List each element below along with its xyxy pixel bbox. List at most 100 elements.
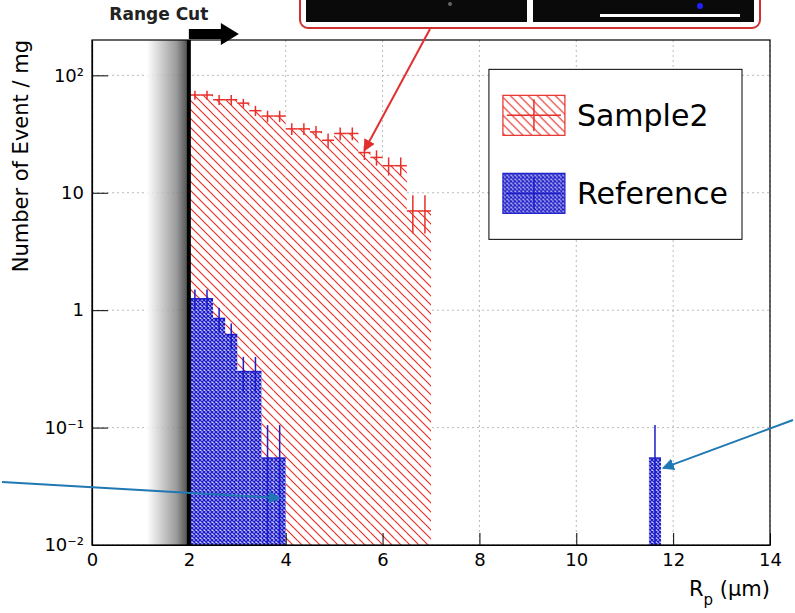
histogram-bar [213, 318, 225, 545]
histogram-bar [298, 129, 310, 545]
legend-box [489, 69, 742, 239]
pointer-arrow [663, 420, 793, 468]
legend-swatch [503, 95, 565, 135]
x-axis: 02468101214 [87, 533, 782, 570]
plot-background [92, 40, 770, 545]
error-bar [218, 308, 220, 332]
y-tick-label: 10 [61, 182, 84, 203]
histogram-bar [383, 166, 395, 545]
histogram-bar [225, 335, 237, 545]
error-bar [303, 123, 305, 135]
error-bar [230, 324, 232, 349]
error-bar [267, 425, 269, 545]
x-tick-label: 0 [87, 549, 98, 570]
histogram-bar [213, 100, 225, 545]
grid-line-x [479, 40, 480, 545]
error-bar [291, 123, 293, 135]
error-bar [243, 357, 245, 392]
y-tick-label: 1 [73, 299, 84, 320]
y-tick-label: 10⁻¹ [44, 417, 84, 438]
error-bar [315, 126, 317, 138]
x-tick: 6 [377, 533, 388, 570]
grid [92, 40, 770, 545]
legend-label: Sample2 [577, 98, 709, 133]
inset-image [306, 0, 527, 22]
legend-label: Reference [577, 176, 728, 211]
x-tick-label: 2 [184, 549, 195, 570]
chart-container: 0 2 4 6 8 10 12 14 10⁻² 10⁻¹ 1 10 10² Number of Event… [0, 0, 795, 613]
error-bar [424, 195, 426, 233]
x-tick-mark [286, 533, 287, 545]
x-tick-mark [770, 533, 771, 545]
inset-image [533, 0, 754, 22]
plot-frame [92, 40, 770, 545]
legend-entry: Sample2 [503, 95, 709, 135]
inset-dot [697, 3, 703, 9]
legend-swatch-error [507, 115, 561, 117]
histogram-bar [310, 132, 322, 545]
histogram-bar [201, 95, 213, 545]
x-tick-mark [189, 533, 190, 545]
error-bar [230, 95, 232, 105]
x-tick-label: 8 [474, 549, 485, 570]
y-axis: 10⁻² 10⁻¹ 1 10 10² [44, 41, 108, 556]
x-tick-label: 12 [662, 549, 685, 570]
error-bar [279, 425, 281, 545]
histogram-bar [370, 157, 382, 545]
y-tick-mark [92, 310, 108, 311]
histogram-bar [249, 111, 261, 545]
y-tick-mark [92, 428, 108, 429]
x-axis-title: Rp (μm) [689, 577, 770, 609]
histogram-bar [395, 166, 407, 545]
x-tick-label: 14 [759, 549, 782, 570]
x-tick: 2 [184, 533, 195, 570]
histogram-bar [407, 211, 419, 545]
inset-scale-bar [600, 14, 740, 17]
error-bar [376, 150, 378, 165]
x-tick: 8 [474, 533, 485, 570]
y-tick-mark [92, 75, 108, 76]
histogram-bar [358, 153, 370, 545]
pointer-arrow [364, 29, 430, 151]
x-tick-mark [479, 533, 480, 545]
y-tick-label: 10² [54, 65, 84, 86]
y-tick: 10² [54, 65, 108, 86]
inset-dot [448, 2, 452, 6]
series-1 [189, 289, 661, 545]
y-tick: 10⁻² [44, 534, 108, 555]
error-bar [243, 99, 245, 108]
error-bar [218, 95, 220, 105]
error-bar [206, 289, 208, 310]
error-bar [255, 357, 257, 392]
histogram-bar [225, 100, 237, 545]
histogram-bar [334, 133, 346, 545]
error-bar [654, 425, 656, 545]
inset-box [300, 0, 760, 28]
error-bar [267, 111, 269, 122]
y-tick: 10 [61, 182, 108, 203]
error-bar [412, 195, 414, 233]
y-tick-mark [92, 545, 108, 546]
error-bar [400, 157, 402, 175]
x-tick: 4 [280, 533, 291, 570]
x-tick-label: 6 [377, 549, 388, 570]
range-cut-label: Range Cut [109, 4, 208, 24]
error-bar [194, 91, 196, 100]
x-tick-mark [383, 533, 384, 545]
error-bar [194, 289, 196, 310]
x-tick: 14 [759, 533, 782, 570]
x-axis-line [93, 545, 771, 546]
histogram-bar [249, 372, 261, 545]
y-tick-label: 10⁻² [44, 534, 84, 555]
error-bar [255, 106, 257, 116]
histogram-bar [346, 133, 358, 545]
y-tick: 1 [73, 299, 108, 320]
y-axis-title: Number of Event / mg [9, 40, 33, 272]
pointer-arrow [2, 482, 280, 498]
range-cut-line [187, 40, 191, 545]
legend-swatch [503, 173, 565, 213]
histogram-bar [322, 140, 334, 545]
legend: Sample2 Reference [489, 69, 742, 239]
histogram-bar [237, 372, 249, 545]
histogram-bar [201, 299, 213, 545]
